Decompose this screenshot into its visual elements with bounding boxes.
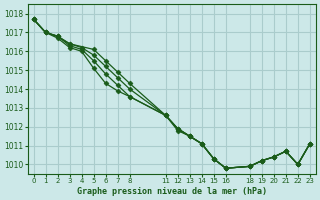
X-axis label: Graphe pression niveau de la mer (hPa): Graphe pression niveau de la mer (hPa): [77, 187, 267, 196]
